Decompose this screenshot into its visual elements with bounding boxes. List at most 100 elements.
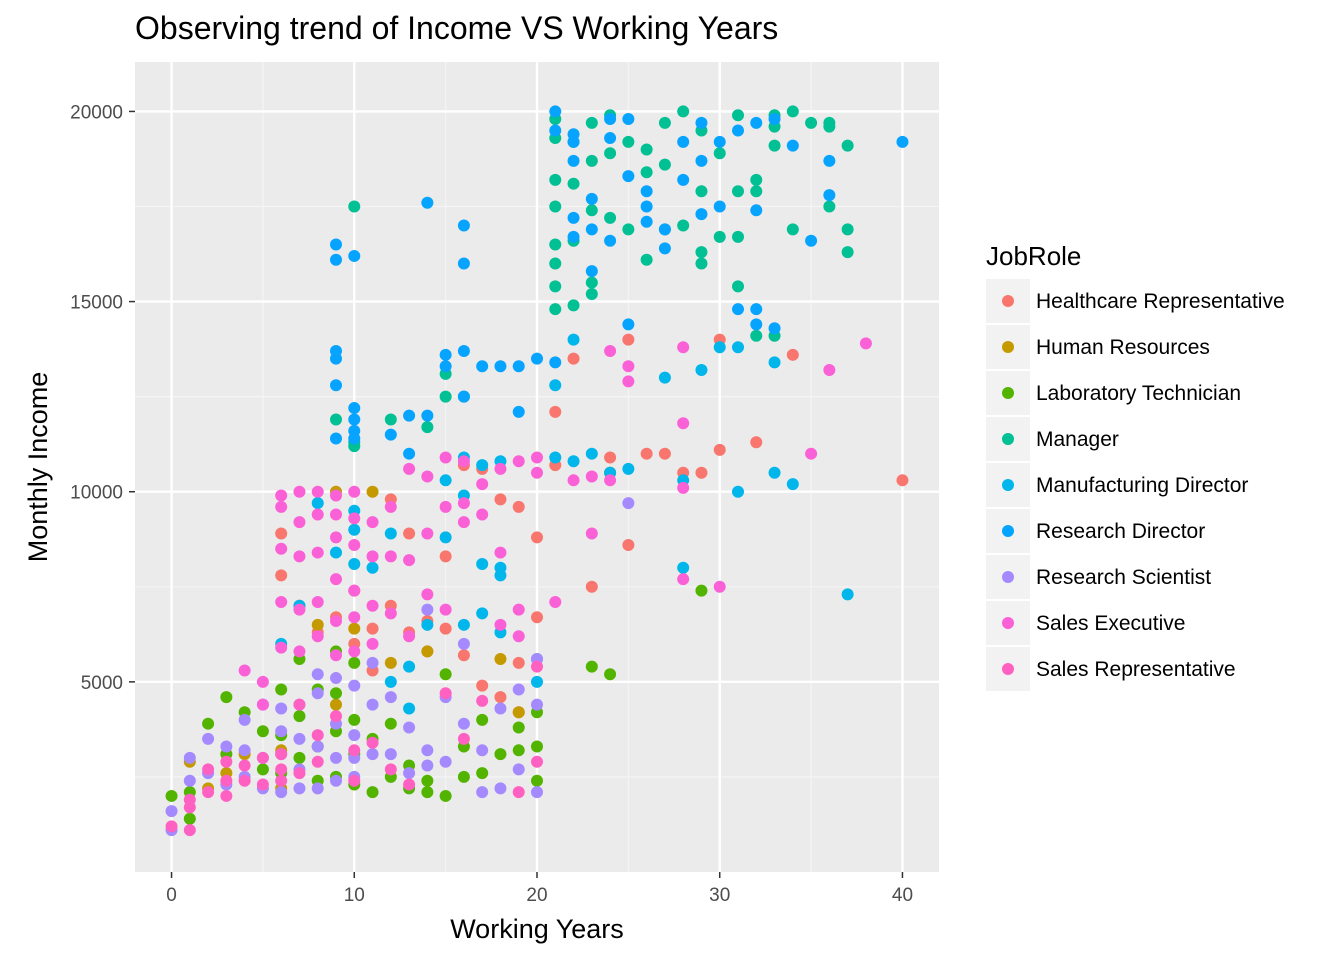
legend-label: Research Scientist — [1036, 566, 1211, 589]
data-point — [366, 736, 379, 749]
data-point — [567, 135, 580, 148]
data-point — [439, 474, 452, 487]
data-point — [494, 462, 507, 475]
data-point — [183, 774, 196, 787]
legend-label: Laboratory Technician — [1036, 382, 1241, 405]
data-point — [275, 683, 288, 696]
data-point — [585, 265, 598, 278]
data-point — [366, 561, 379, 574]
x-axis-ticks: 0 10 20 30 40 — [166, 872, 913, 906]
data-point — [330, 573, 342, 586]
data-point — [732, 230, 744, 243]
data-point — [531, 352, 543, 365]
data-point — [421, 421, 434, 434]
data-point — [457, 257, 470, 270]
data-point — [238, 713, 251, 726]
legend-label: Healthcare Representative — [1036, 290, 1285, 313]
y-tick-label: 20000 — [70, 102, 123, 123]
data-point — [403, 702, 416, 715]
data-point — [476, 360, 489, 373]
data-point — [786, 223, 799, 236]
data-point — [823, 200, 836, 213]
data-point — [275, 748, 288, 761]
data-point — [695, 116, 708, 129]
data-point — [604, 132, 617, 145]
data-point — [713, 147, 726, 160]
data-point — [421, 645, 434, 658]
data-point — [567, 230, 580, 243]
data-point — [220, 789, 233, 802]
data-point — [622, 360, 635, 373]
legend-marker — [1002, 663, 1014, 675]
data-point — [457, 455, 470, 468]
data-point — [348, 713, 361, 726]
data-point — [421, 786, 434, 799]
data-point — [311, 687, 324, 700]
data-point — [604, 113, 617, 126]
data-point — [896, 474, 909, 487]
legend-marker — [1002, 525, 1014, 537]
data-point — [311, 497, 324, 510]
data-point — [348, 512, 361, 525]
data-point — [476, 557, 489, 570]
data-point — [366, 698, 379, 711]
data-point — [512, 656, 525, 669]
data-point — [476, 607, 489, 620]
data-point — [384, 500, 397, 513]
data-point — [658, 371, 671, 384]
data-point — [256, 763, 269, 776]
legend-label: Research Director — [1036, 520, 1205, 543]
data-point — [348, 249, 361, 262]
data-point — [823, 120, 836, 133]
data-point — [275, 774, 288, 787]
y-tick-label: 15000 — [70, 293, 123, 314]
data-point — [476, 694, 489, 707]
data-point — [256, 725, 269, 738]
data-point — [859, 337, 872, 350]
data-point — [585, 192, 598, 205]
data-point — [585, 580, 598, 593]
data-point — [275, 596, 288, 608]
data-point — [256, 698, 269, 711]
data-point — [457, 717, 470, 730]
data-point — [512, 683, 525, 696]
data-point — [330, 489, 342, 502]
data-point — [585, 447, 598, 460]
data-point — [713, 200, 726, 213]
data-point — [567, 177, 580, 190]
data-point — [311, 729, 324, 742]
data-point — [585, 204, 598, 217]
chart-title: Observing trend of Income VS Working Yea… — [135, 10, 778, 46]
data-point — [805, 116, 818, 129]
data-point — [823, 364, 836, 377]
data-point — [604, 211, 617, 224]
data-point — [202, 717, 215, 730]
data-point — [293, 732, 306, 745]
data-point — [494, 360, 507, 373]
data-point — [549, 200, 562, 213]
data-point — [786, 478, 799, 491]
data-point — [403, 630, 416, 643]
data-point — [330, 615, 342, 628]
data-point — [531, 466, 543, 479]
data-point — [531, 675, 543, 688]
data-point — [713, 230, 726, 243]
data-point — [384, 675, 397, 688]
data-point — [439, 622, 452, 635]
data-point — [311, 596, 324, 608]
data-point — [531, 740, 543, 753]
data-point — [677, 135, 690, 148]
data-point — [841, 223, 854, 236]
data-point — [677, 561, 690, 574]
data-point — [658, 447, 671, 460]
data-point — [275, 763, 288, 776]
data-point — [549, 105, 562, 118]
data-point — [768, 322, 781, 335]
data-point — [421, 527, 434, 540]
data-point — [439, 687, 452, 700]
data-point — [494, 702, 507, 715]
data-point — [585, 276, 598, 289]
data-point — [494, 546, 507, 559]
data-point — [439, 451, 452, 464]
data-point — [421, 744, 434, 757]
